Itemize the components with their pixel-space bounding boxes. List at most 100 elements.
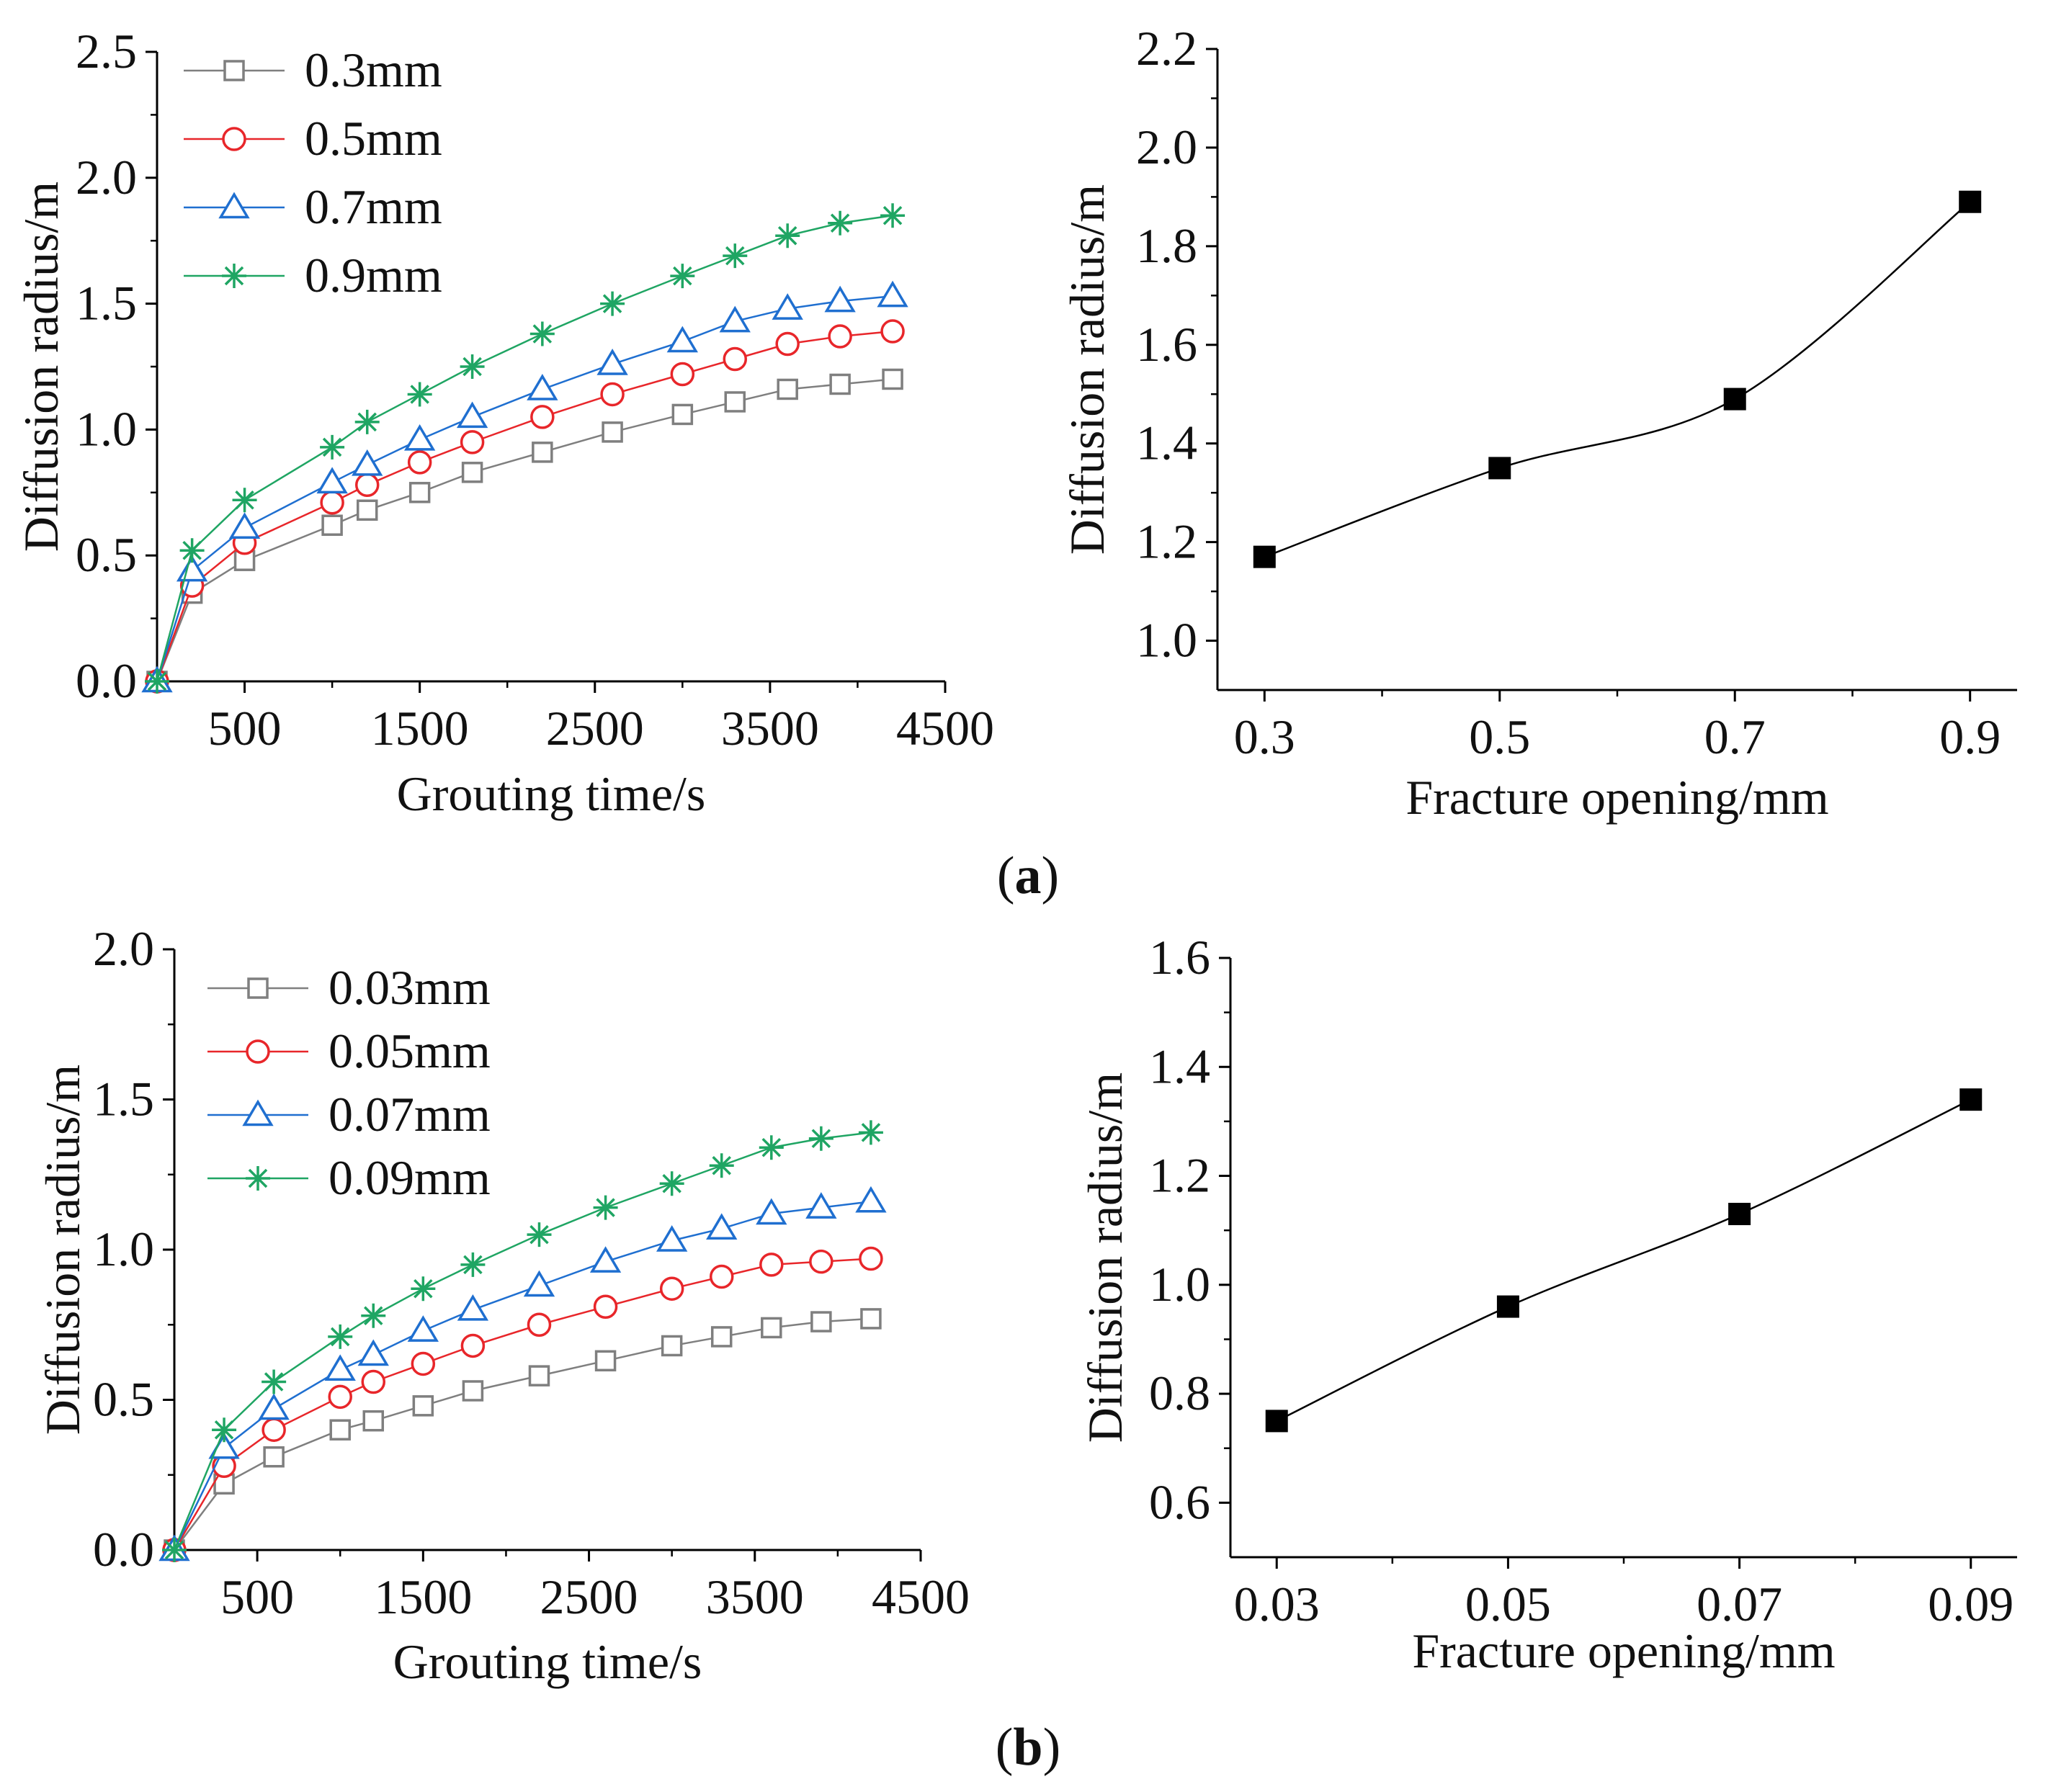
x-axis-title: Fracture opening/mm: [1412, 1623, 1835, 1678]
data-point: [1959, 1088, 1983, 1111]
x-tick-label: 0.09: [1928, 1577, 2013, 1631]
data-point: [324, 1354, 356, 1381]
data-point: [529, 321, 555, 346]
data-point: [772, 293, 803, 320]
data-point: [1728, 1202, 1751, 1225]
data-point: [354, 409, 380, 434]
data-point: [877, 280, 908, 308]
data-point: [808, 1126, 833, 1151]
data-point: [262, 1417, 286, 1442]
data-point: [407, 450, 432, 475]
data-point: [320, 434, 345, 460]
legend-label: 0.9mm: [305, 248, 442, 303]
y-tick-label: 2.0: [1136, 120, 1197, 174]
data-point: [596, 349, 628, 375]
y-axis-title: Diffusion radius/m: [1078, 1072, 1132, 1443]
data-point: [357, 1339, 389, 1366]
data-point: [407, 1315, 439, 1342]
x-axis-title: Grouting time/s: [397, 766, 706, 821]
y-tick-label: 2.0: [93, 921, 154, 976]
data-point: [809, 1249, 833, 1274]
y-tick-label: 1.4: [1136, 416, 1197, 470]
data-point: [411, 1276, 436, 1302]
data-point: [719, 305, 751, 333]
y-tick-label: 1.0: [1136, 613, 1197, 668]
data-point: [258, 1393, 290, 1420]
data-point: [593, 1195, 618, 1220]
legend-marker: [246, 1039, 270, 1064]
y-tick-label: 2.5: [76, 24, 137, 79]
data-point: [361, 1303, 386, 1328]
y-tick-label: 0.0: [93, 1522, 154, 1577]
legend-label: 0.3mm: [305, 42, 442, 97]
data-point: [179, 538, 205, 563]
data-point: [777, 378, 798, 400]
data-point: [594, 1350, 617, 1372]
data-point: [761, 1317, 782, 1339]
data-point: [666, 326, 698, 353]
series-line-4: [173, 1132, 872, 1551]
y-axis-title: Diffusion radius/m: [14, 182, 68, 552]
data-point: [880, 203, 906, 228]
chart-b-right: 0.6 0.8 1.0 1.2 1.4 1.6 0.03 0.05 0.07 0.09 Fractu…: [1078, 930, 2017, 1678]
data-point: [759, 1135, 784, 1160]
x-tick-label: 0.9: [1939, 709, 2001, 764]
data-point: [880, 319, 905, 344]
x-tick-label: 4500: [896, 701, 994, 756]
y-tick-label: 1.5: [76, 276, 137, 331]
data-point: [232, 488, 257, 513]
data-point: [810, 1311, 832, 1332]
data-point: [1253, 545, 1276, 568]
x-tick-label: 0.5: [1469, 709, 1530, 764]
data-point: [523, 1270, 555, 1297]
y-tick-label: 2.0: [76, 150, 137, 205]
data-point: [882, 368, 903, 390]
legend-label: 0.07mm: [328, 1087, 491, 1142]
data-point: [145, 669, 169, 694]
y-tick-label: 0.5: [76, 527, 137, 582]
data-point: [412, 1395, 434, 1417]
data-point: [352, 449, 383, 476]
data-point: [671, 403, 694, 426]
x-tick-label: 1500: [374, 1569, 472, 1624]
data-point: [859, 1246, 883, 1271]
data-point: [356, 499, 378, 521]
y-axis-title: Diffusion radius/m: [35, 1065, 90, 1435]
data-point: [527, 374, 558, 400]
legend-marker: [223, 60, 245, 81]
data-point: [860, 1308, 882, 1330]
data-point: [228, 512, 261, 539]
y-tick-label: 1.0: [93, 1222, 154, 1276]
data-point: [659, 1276, 684, 1301]
x-tick-label: 0.03: [1234, 1577, 1320, 1631]
data-point: [1488, 457, 1511, 480]
data-point: [661, 1335, 683, 1357]
panel-label-a: (a): [997, 846, 1059, 905]
y-tick-label: 1.2: [1136, 514, 1197, 569]
data-point: [162, 1538, 187, 1562]
data-point: [829, 373, 851, 395]
data-point: [321, 514, 343, 536]
data-point: [593, 1294, 618, 1319]
chart-b-left: 0.0 0.5 1.0 1.5 2.0 500 1500 2500 3500 4500 Grouti…: [35, 921, 970, 1689]
data-point: [263, 1446, 285, 1468]
data-point: [316, 467, 348, 494]
data-point: [1496, 1295, 1519, 1318]
data-point: [659, 1171, 684, 1196]
y-tick-label: 1.0: [76, 401, 137, 456]
data-point: [361, 1369, 386, 1394]
y-tick-label: 1.8: [1136, 218, 1197, 273]
x-tick-label: 0.7: [1704, 709, 1766, 764]
data-point: [527, 1222, 552, 1247]
data-point: [462, 1380, 484, 1402]
x-tick-label: 4500: [872, 1569, 970, 1624]
data-point: [329, 1419, 351, 1441]
y-tick-label: 1.5: [93, 1072, 154, 1126]
data-point: [1265, 1410, 1288, 1433]
data-point: [404, 424, 436, 451]
data-point: [407, 382, 432, 407]
data-point: [411, 1351, 436, 1376]
data-point: [589, 1246, 622, 1273]
x-tick-label: 1500: [371, 701, 469, 756]
